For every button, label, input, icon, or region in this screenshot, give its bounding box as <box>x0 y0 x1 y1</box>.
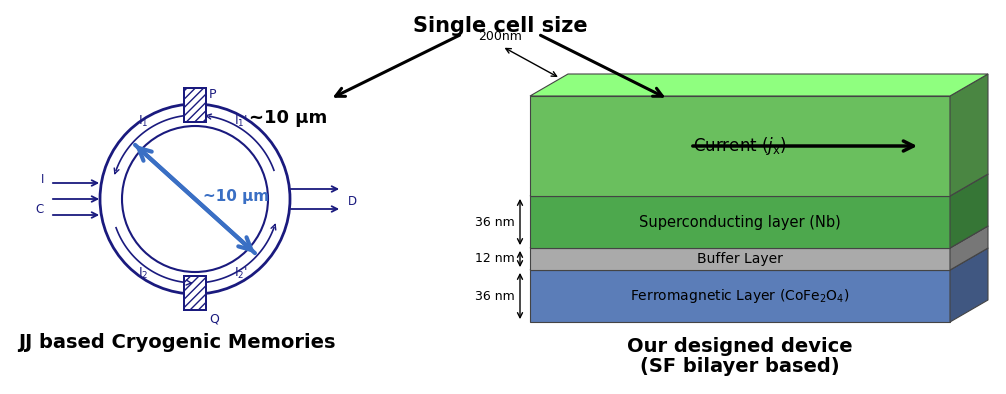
Bar <box>184 88 206 122</box>
Bar <box>184 276 206 310</box>
Polygon shape <box>530 174 988 196</box>
Text: 36 nm: 36 nm <box>475 290 515 303</box>
Text: I$_1$': I$_1$' <box>234 114 248 129</box>
Text: C: C <box>36 203 44 216</box>
Polygon shape <box>530 248 950 270</box>
Text: 100-200 nm: 100-200 nm <box>648 109 788 129</box>
Text: (SF bilayer based): (SF bilayer based) <box>640 357 840 376</box>
Polygon shape <box>530 248 988 270</box>
Text: Superconducting layer (Nb): Superconducting layer (Nb) <box>639 214 841 229</box>
Text: JJ based Cryogenic Memories: JJ based Cryogenic Memories <box>18 333 335 352</box>
Text: D: D <box>348 195 357 208</box>
Text: 12 nm: 12 nm <box>475 253 515 266</box>
Polygon shape <box>950 174 988 248</box>
Text: I: I <box>40 173 44 186</box>
Text: ~10 μm: ~10 μm <box>203 189 270 204</box>
Polygon shape <box>530 226 988 248</box>
Text: Our designed device: Our designed device <box>627 337 853 356</box>
Text: Current ($j_{\mathregular{x}}$): Current ($j_{\mathregular{x}}$) <box>693 135 787 157</box>
Text: Single cell size: Single cell size <box>412 16 588 36</box>
Polygon shape <box>530 74 988 96</box>
Text: 36 nm: 36 nm <box>475 216 515 229</box>
Bar <box>184 88 206 122</box>
Text: ~10 μm: ~10 μm <box>248 109 327 127</box>
Polygon shape <box>950 248 988 322</box>
Bar <box>184 276 206 310</box>
Polygon shape <box>530 96 950 196</box>
Text: Ferromagnetic Layer (CoFe$_2$O$_4$): Ferromagnetic Layer (CoFe$_2$O$_4$) <box>630 287 850 305</box>
Text: Q: Q <box>209 312 219 325</box>
Text: I$_2$: I$_2$ <box>138 266 148 281</box>
Text: I$_1$: I$_1$ <box>138 114 148 129</box>
Text: P: P <box>209 88 216 101</box>
Polygon shape <box>530 196 950 248</box>
Text: 200nm: 200nm <box>478 30 522 43</box>
Polygon shape <box>950 226 988 270</box>
Polygon shape <box>950 74 988 196</box>
Polygon shape <box>530 270 950 322</box>
Text: Buffer Layer: Buffer Layer <box>697 252 783 266</box>
Text: I$_2$': I$_2$' <box>234 266 248 281</box>
